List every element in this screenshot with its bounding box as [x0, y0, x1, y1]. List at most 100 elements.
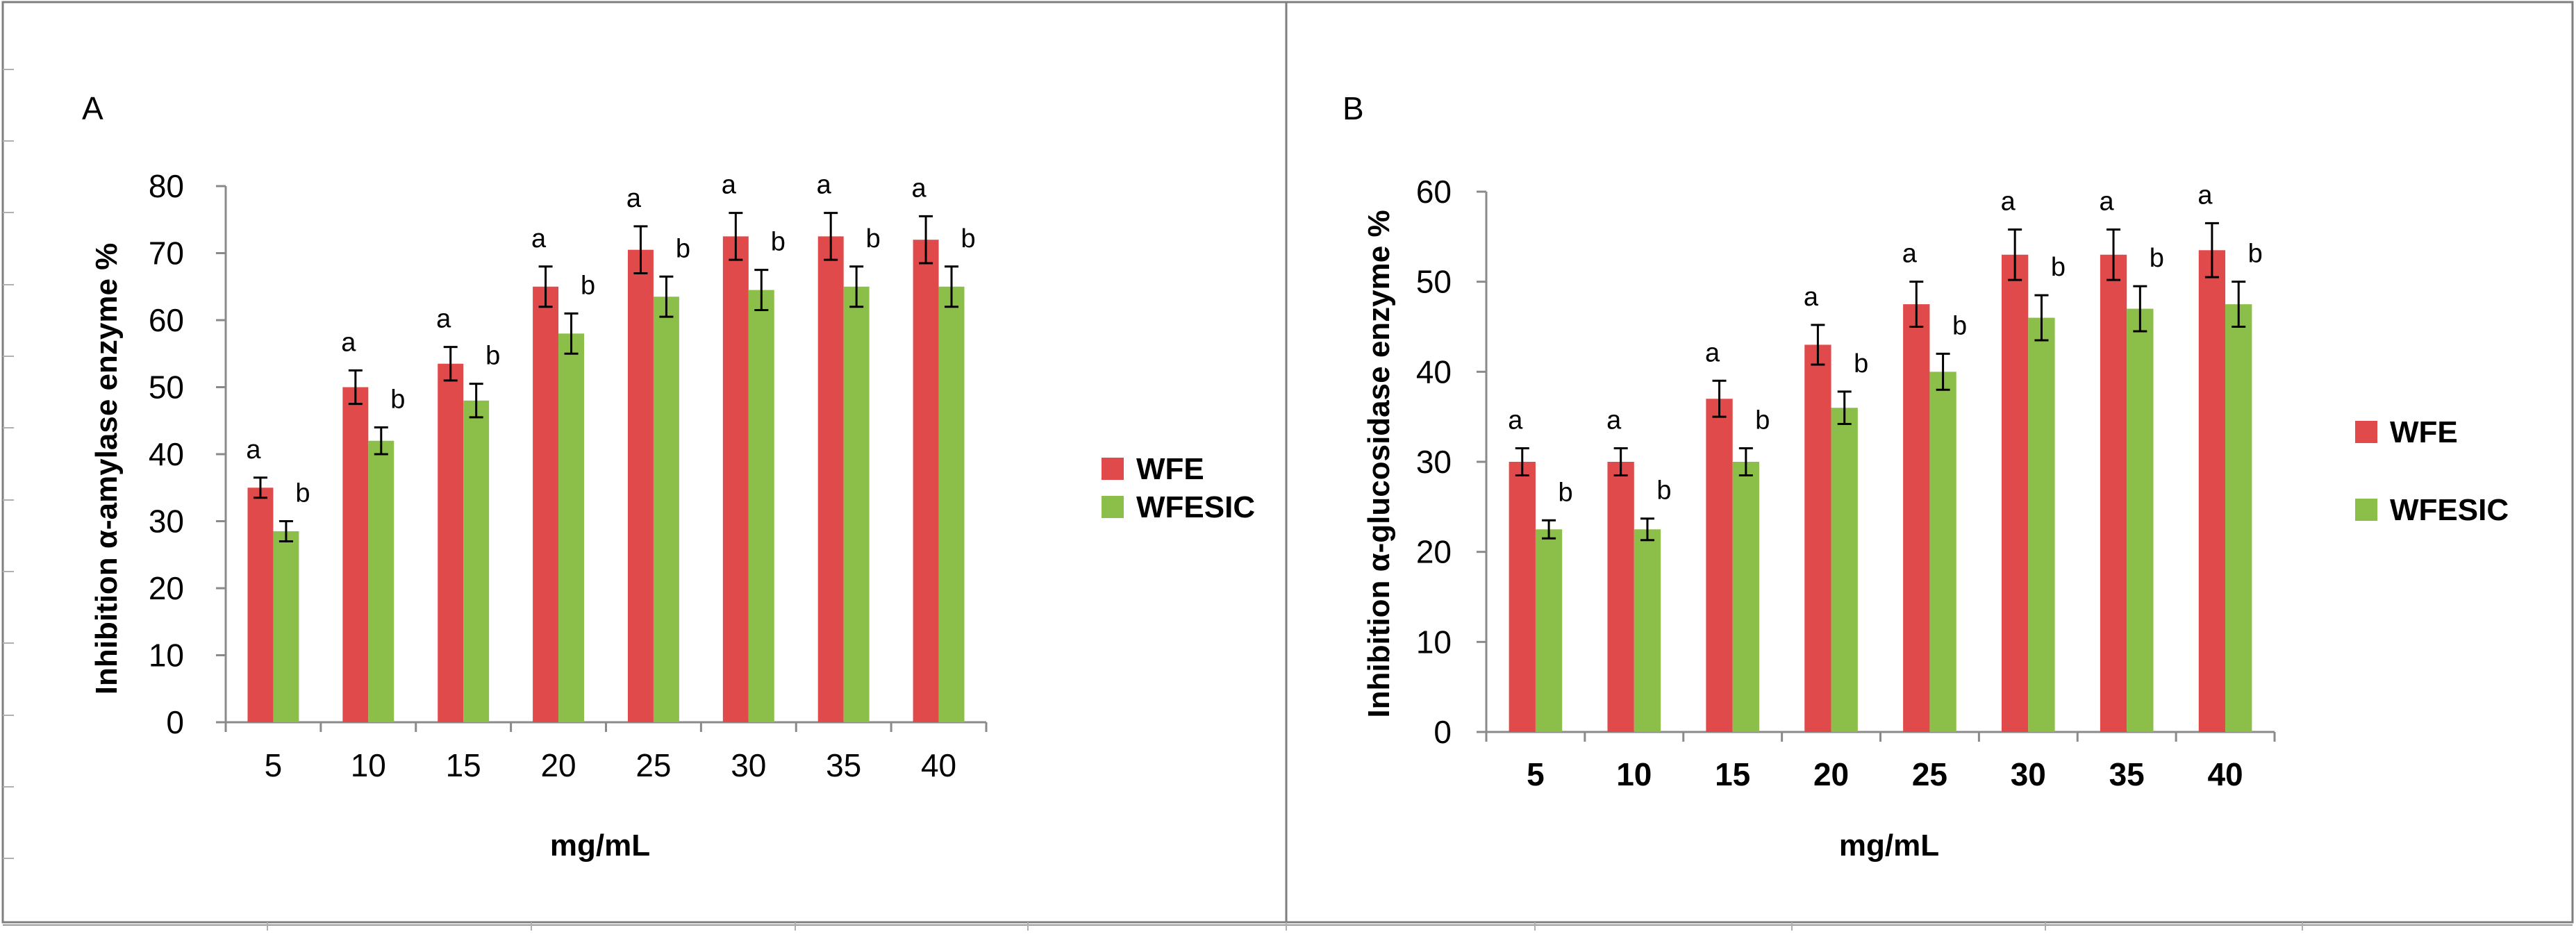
- panel-b-significance-letter-wfe: a: [1508, 406, 1523, 435]
- panel-a-bar-wfesic: [938, 286, 965, 722]
- panel-a-y-tick-label: 30: [149, 503, 184, 540]
- panel-a-significance-letter-wfesic: b: [961, 224, 975, 253]
- panel-b: B Inhibition α-glucosidase enzyme % mg/m…: [1343, 90, 2509, 863]
- panel-a-x-tick-label: 35: [826, 747, 861, 783]
- panel-a-y-tick-label: 80: [149, 168, 184, 204]
- panel-b-y-tick-label: 10: [1416, 624, 1452, 660]
- panel-b-significance-letter-wfesic: b: [1854, 349, 1868, 378]
- panel-b-y-tick-label: 0: [1434, 714, 1452, 750]
- panel-b-bar-wfesic: [2127, 308, 2154, 733]
- panel-a: A Inhibition α-amylase enzyme % mg/mL 0 1…: [82, 90, 1255, 863]
- panel-a-significance-letter-wfe: a: [531, 224, 547, 253]
- panel-a-significance-letter-wfe: a: [912, 174, 927, 203]
- panel-b-bar-wfe: [2198, 250, 2226, 732]
- panel-a-bar-wfesic: [748, 290, 774, 722]
- panel-b-significance-letter-wfe: a: [2099, 187, 2114, 216]
- panel-b-y-tick-label: 50: [1416, 264, 1452, 300]
- panel-a-x-tick-label: 5: [265, 747, 283, 783]
- panel-b-y-tick-label: 40: [1416, 353, 1452, 390]
- panel-b-legend: WFE WFESIC: [2355, 415, 2509, 527]
- panel-b-significance-letter-wfesic: b: [1656, 476, 1671, 506]
- panel-a-legend-swatch-wfe: [1102, 458, 1124, 480]
- panel-a-y-tick-label: 10: [149, 638, 184, 674]
- panel-b-x-tick-label: 30: [2011, 756, 2046, 792]
- panel-b-bar-wfe: [1804, 344, 1831, 732]
- panel-a-y-tick-label: 0: [166, 704, 184, 740]
- panel-b-x-tick-label: 5: [1527, 756, 1545, 792]
- panel-b-bar-wfe: [1903, 304, 1930, 732]
- panel-b-x-tick-label: 35: [2109, 756, 2145, 792]
- panel-b-x-tick-label: 15: [1715, 756, 1750, 792]
- panel-b-bar-wfe: [2002, 254, 2029, 732]
- panel-a-x-tick-label: 40: [921, 747, 956, 783]
- panel-b-plot: 0 10 20 30 40 50 60 5 10 15 20 25 30 35 40 a a a a a a a a b b b b…: [1416, 174, 2276, 792]
- panel-b-label: B: [1343, 90, 1364, 126]
- panel-a-x-tick-label: 25: [635, 747, 671, 783]
- panel-a-y-tick-label: 70: [149, 235, 184, 272]
- panel-b-bar-wfesic: [1929, 372, 1956, 732]
- panel-a-significance-letter-wfe: a: [817, 171, 832, 200]
- panel-a-bar-wfe: [722, 236, 749, 722]
- panel-a-bar-wfesic: [653, 297, 679, 723]
- panel-b-bar-wfe: [2100, 254, 2127, 732]
- panel-a-significance-letter-wfesic: b: [295, 479, 310, 508]
- panel-b-bar-wfe: [1607, 462, 1634, 732]
- panel-b-significance-letter-wfe: a: [1606, 406, 1622, 435]
- panel-b-significance-letter-wfesic: b: [1952, 311, 1967, 340]
- panel-a-legend: WFE WFESIC: [1102, 452, 1255, 524]
- panel-b-bar-wfesic: [2028, 317, 2055, 732]
- panel-a-y-axis-title: Inhibition α-amylase enzyme %: [90, 243, 124, 695]
- panel-b-legend-swatch-wfesic: [2355, 499, 2377, 521]
- panel-b-legend-label-wfe: WFE: [2390, 415, 2458, 449]
- panel-b-bar-wfe: [1509, 462, 1536, 732]
- panel-b-significance-letter-wfe: a: [1804, 283, 1819, 312]
- panel-a-significance-letter-wfesic: b: [581, 271, 595, 300]
- panel-b-bar-wfesic: [1634, 529, 1661, 732]
- panel-b-y-tick-label: 30: [1416, 444, 1452, 480]
- panel-b-x-tick-label: 40: [2207, 756, 2243, 792]
- panel-a-significance-letter-wfesic: b: [866, 224, 881, 253]
- panel-a-significance-letter-wfe: a: [436, 305, 451, 334]
- panel-b-legend-swatch-wfe: [2355, 421, 2377, 443]
- panel-a-y-tick-label: 60: [149, 302, 184, 338]
- panel-b-significance-letter-wfesic: b: [2051, 253, 2066, 282]
- panel-a-bar-wfesic: [463, 400, 490, 722]
- panel-a-significance-letter-wfe: a: [246, 435, 261, 465]
- panel-a-bar-wfesic: [843, 286, 870, 722]
- panel-b-bar-wfe: [1706, 399, 1733, 732]
- panel-a-y-tick-label: 40: [149, 436, 184, 472]
- panel-a-legend-label-wfe: WFE: [1136, 452, 1204, 486]
- panel-a-bar-wfesic: [273, 531, 299, 722]
- panel-b-significance-letter-wfesic: b: [1559, 478, 1573, 507]
- panel-a-bar-wfe: [247, 488, 274, 722]
- panel-a-y-tick-label: 20: [149, 570, 184, 606]
- panel-b-bar-wfesic: [2225, 304, 2252, 732]
- panel-a-legend-swatch-wfesic: [1102, 496, 1124, 518]
- panel-b-significance-letter-wfe: a: [2197, 181, 2213, 210]
- panel-b-bar-wfesic: [1535, 529, 1563, 732]
- panel-a-x-tick-label: 15: [446, 747, 481, 783]
- panel-b-significance-letter-wfe: a: [1902, 240, 1918, 269]
- panel-a-bar-wfe: [627, 249, 654, 722]
- panel-a-legend-label-wfesic: WFESIC: [1136, 490, 1255, 524]
- panel-a-x-tick-label: 10: [351, 747, 386, 783]
- panel-b-x-tick-label: 20: [1813, 756, 1849, 792]
- panel-b-y-tick-label: 60: [1416, 174, 1452, 210]
- panel-a-x-tick-label: 30: [731, 747, 766, 783]
- panel-a-plot: 0 10 20 30 40 50 60 70 80 5 10 15 20 25 30 35 40 a a a a a a a a…: [149, 168, 988, 783]
- panel-a-bar-wfesic: [368, 440, 394, 722]
- panel-b-significance-letter-wfe: a: [2001, 187, 2016, 216]
- panel-a-bar-wfesic: [558, 333, 585, 722]
- frame-tick-marks: [3, 69, 2303, 931]
- panel-a-significance-letter-wfesic: b: [676, 234, 690, 263]
- panel-a-significance-letter-wfe: a: [626, 184, 642, 213]
- panel-a-bar-wfe: [817, 236, 844, 722]
- panel-b-x-tick-label: 25: [1912, 756, 1947, 792]
- panel-b-y-axis-title: Inhibition α-glucosidase enzyme %: [1362, 210, 1396, 717]
- panel-a-significance-letter-wfesic: b: [485, 342, 500, 371]
- panel-a-bar-wfe: [438, 363, 464, 722]
- panel-b-significance-letter-wfesic: b: [2248, 240, 2263, 269]
- panel-b-y-tick-label: 20: [1416, 534, 1452, 570]
- panel-b-significance-letter-wfe: a: [1705, 338, 1720, 367]
